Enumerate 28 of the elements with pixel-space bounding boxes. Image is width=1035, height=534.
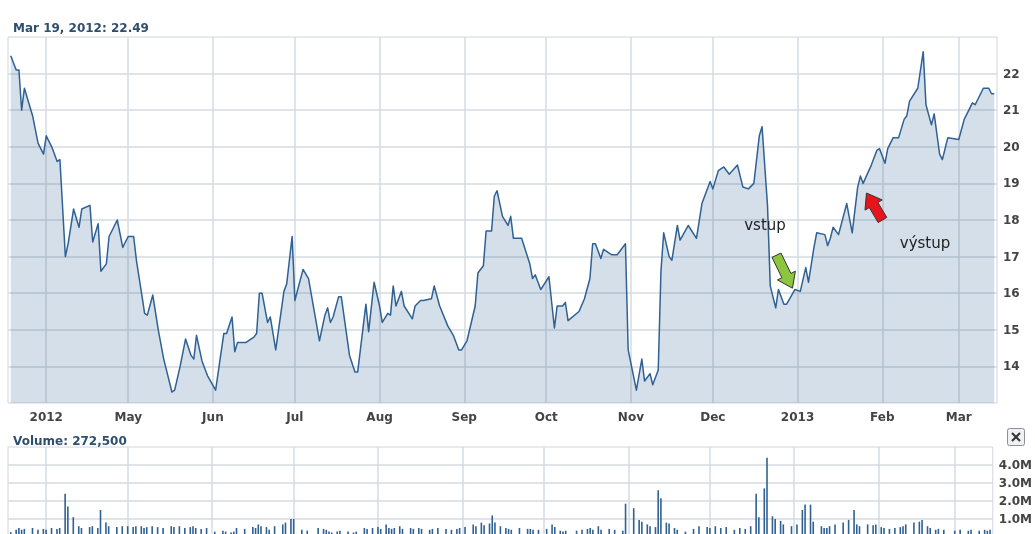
chart-title: Mar 19, 2012: 22.49 xyxy=(13,21,149,35)
chart-title: Volume: 272,500 xyxy=(13,434,127,448)
x-tick-label: Mar xyxy=(945,410,972,424)
annotation: výstup xyxy=(899,234,951,252)
y-tick-label: 4.0M xyxy=(998,458,1032,472)
y-tick-label: 2.0M xyxy=(998,494,1032,508)
y-tick-label: 15 xyxy=(1003,322,1020,337)
y-tick-label: 14 xyxy=(1003,359,1020,374)
y-tick-label: 17 xyxy=(1003,249,1020,264)
x-tick-label: Oct xyxy=(534,410,558,424)
x-tick-label: Feb xyxy=(870,410,895,424)
y-tick-label: 16 xyxy=(1003,286,1020,301)
y-tick-label: 21 xyxy=(1003,103,1020,118)
x-tick-label: Sep xyxy=(451,410,478,424)
x-tick-label: Aug xyxy=(366,410,393,424)
x-tick-label: Dec xyxy=(700,410,726,424)
x-tick-label: 2013 xyxy=(780,410,815,424)
y-tick-label: 18 xyxy=(1003,213,1020,227)
y-tick-label: 1.0M xyxy=(998,512,1032,526)
y-tick-label: 3.0M xyxy=(998,476,1032,490)
x-tick-label: May xyxy=(114,410,143,424)
x-tick-label: Jul xyxy=(285,410,304,424)
x-tick-label: Nov xyxy=(617,410,645,424)
y-tick-label: 19 xyxy=(1003,176,1020,191)
y-tick-label: 20 xyxy=(1003,139,1020,154)
y-tick-label: 22 xyxy=(1003,66,1020,81)
x-tick-label: 2012 xyxy=(29,410,63,424)
x-tick-label: Jun xyxy=(201,410,224,424)
